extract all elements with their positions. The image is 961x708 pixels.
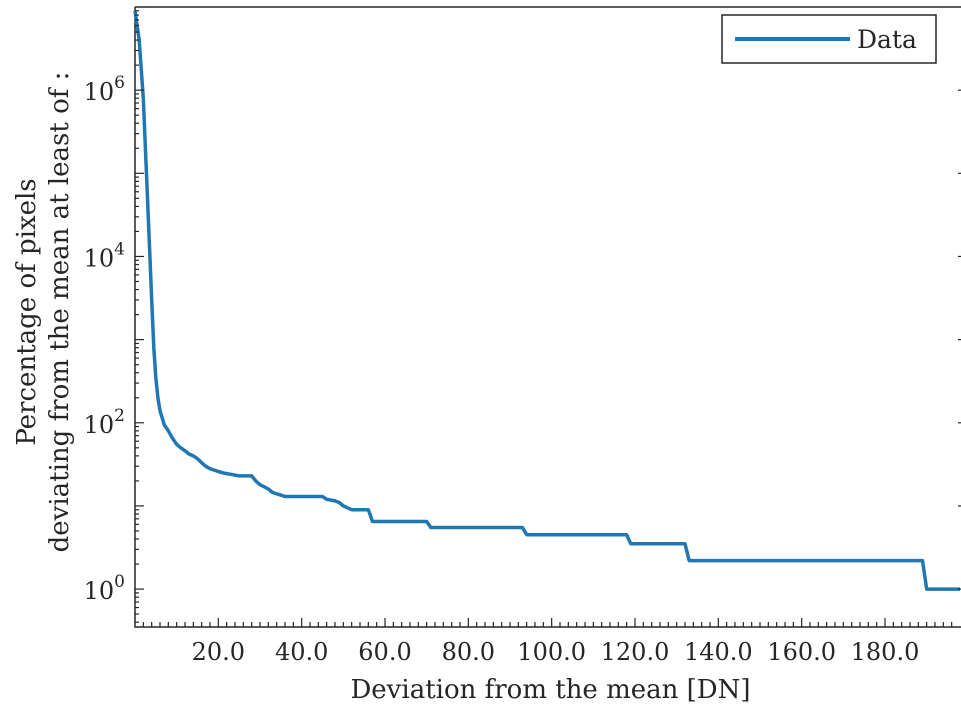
plot-area xyxy=(133,6,961,628)
x-tick-label: 120.0 xyxy=(601,638,670,666)
y-axis-label: Percentage of pixels deviating from the … xyxy=(12,72,75,553)
x-tick-label: 80.0 xyxy=(442,638,495,666)
y-axis-label-line-2: deviating from the mean at least of : xyxy=(45,72,75,553)
x-tick-label: 160.0 xyxy=(767,638,836,666)
x-axis-label: Deviation from the mean [DN] xyxy=(350,675,750,705)
y-tick-label: 106 xyxy=(84,73,125,106)
y-tick-label: 100 xyxy=(84,572,125,605)
y-axis-label-line-1: Percentage of pixels xyxy=(12,178,42,445)
legend: Data xyxy=(721,14,937,64)
y-tick-label: 102 xyxy=(84,406,125,439)
x-tick-label: 20.0 xyxy=(192,638,245,666)
series-line-0 xyxy=(133,10,960,591)
y-tick-label: 104 xyxy=(84,239,125,272)
axes-frame xyxy=(134,6,961,628)
x-tick-label: 180.0 xyxy=(851,638,920,666)
x-tick-label: 100.0 xyxy=(517,638,586,666)
x-tick-label: 140.0 xyxy=(684,638,753,666)
legend-label: Data xyxy=(857,25,917,54)
x-axis-ticks: 20.0 40.0 60.0 80.0 100.0 120.0 140.0 160.0 180.… xyxy=(142,618,953,666)
x-tick-label: 40.0 xyxy=(275,638,328,666)
x-tick-label: 60.0 xyxy=(358,638,411,666)
y-axis-ticks: 100 102 104 106 xyxy=(84,10,961,623)
